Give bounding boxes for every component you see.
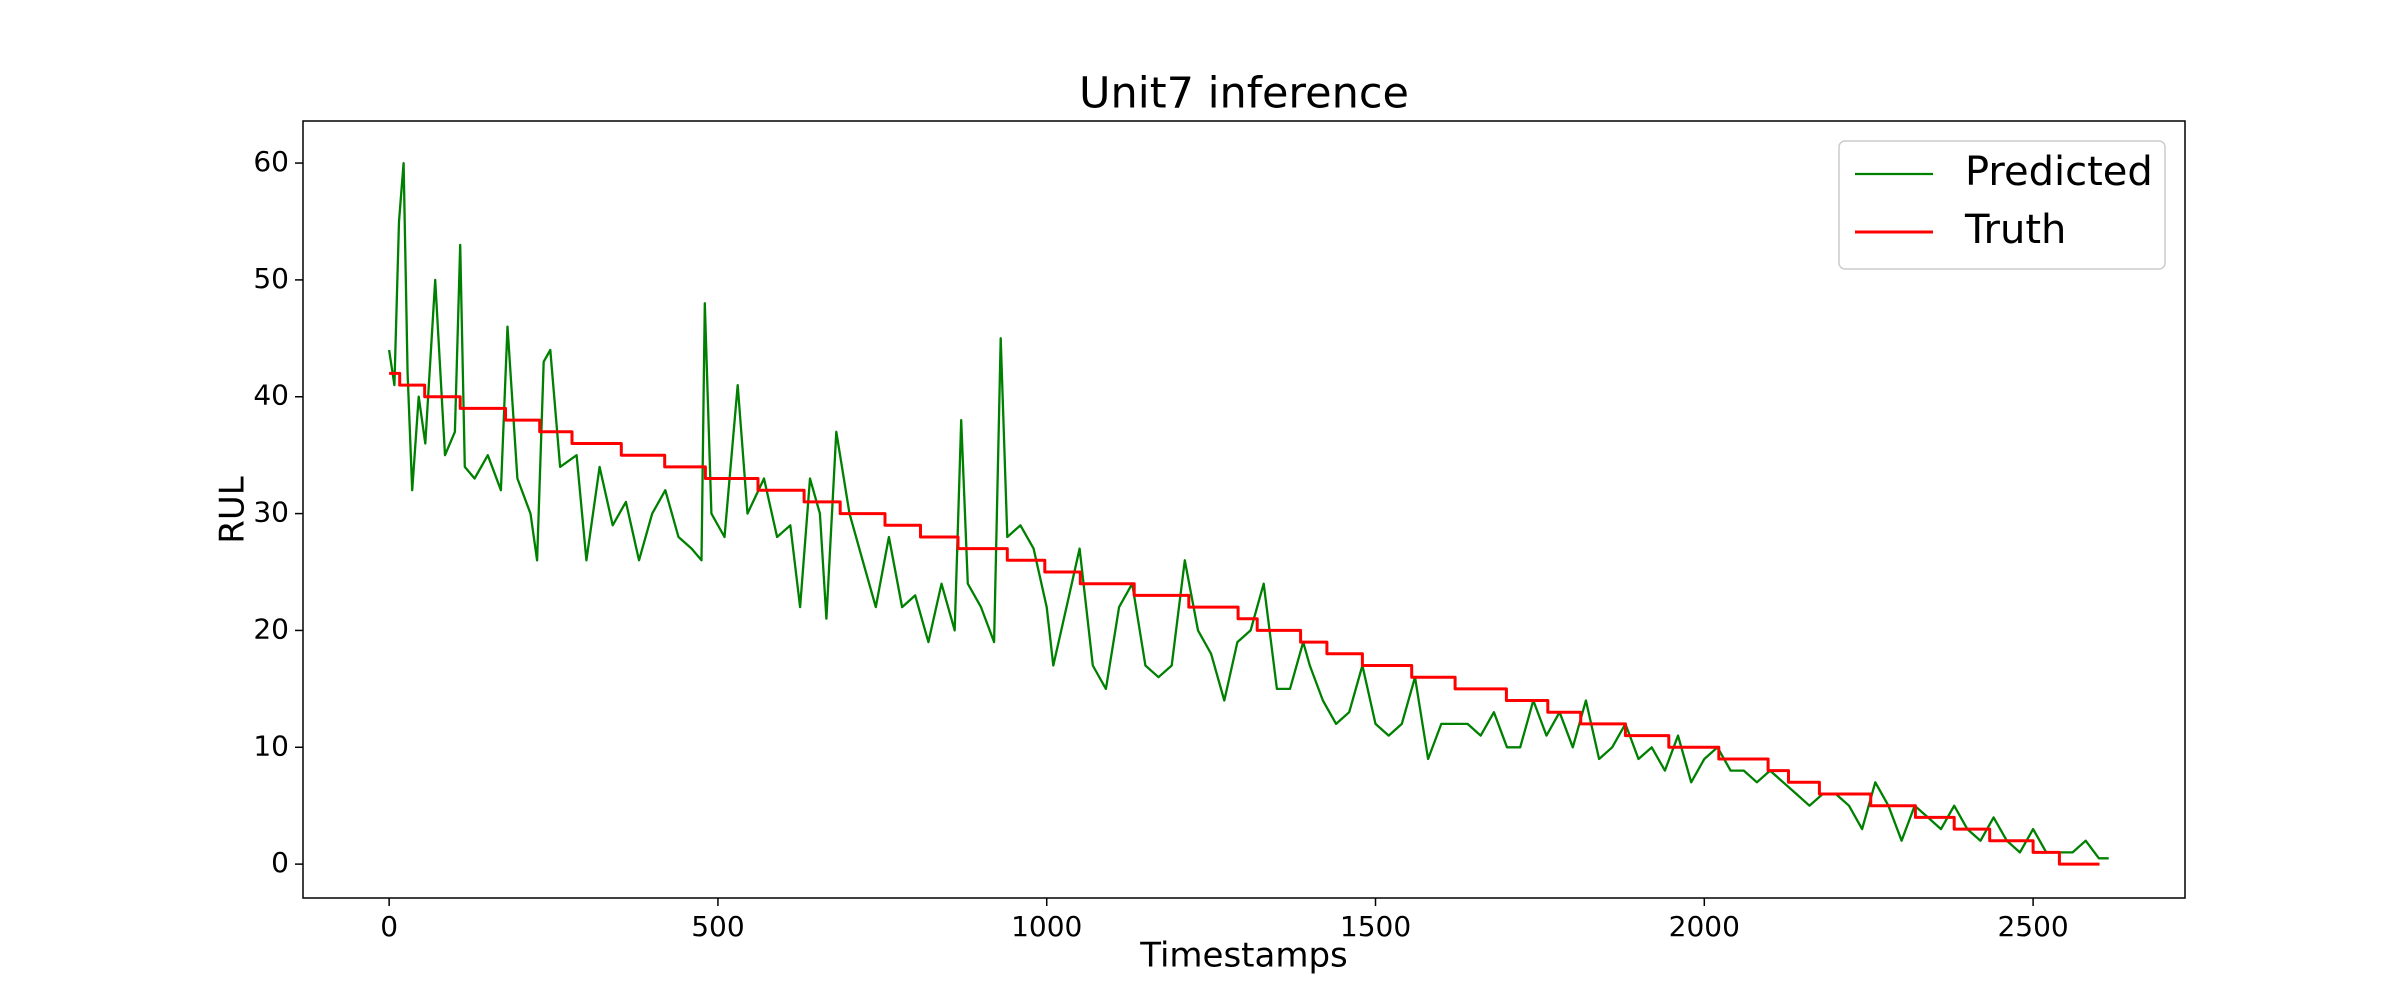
x-tick-label: 2500 <box>1997 910 2068 943</box>
x-axis-label: Timestamps <box>1139 936 1348 976</box>
y-tick-label: 10 <box>253 729 289 762</box>
chart-title: Unit7 inference <box>1079 69 1409 119</box>
legend-label: Truth <box>1964 207 2066 253</box>
plot-frame <box>302 120 2186 899</box>
y-tick-label: 20 <box>253 612 289 645</box>
y-axis-label: RUL <box>213 476 253 544</box>
y-tick-label: 30 <box>253 496 289 529</box>
x-tick-label: 500 <box>691 910 744 943</box>
y-tick-label: 0 <box>271 846 289 879</box>
legend-label: Predicted <box>1965 149 2153 195</box>
x-tick-label: 1000 <box>1011 910 1082 943</box>
data-line <box>387 161 2109 860</box>
x-tick-label: 2000 <box>1669 910 1740 943</box>
y-tick-label: 60 <box>253 145 289 178</box>
y-tick-label: 50 <box>253 262 289 295</box>
x-tick-label: 1500 <box>1340 910 1411 943</box>
data-line <box>389 371 2100 866</box>
y-tick-label: 40 <box>253 379 289 412</box>
x-tick-label: 0 <box>380 910 398 943</box>
